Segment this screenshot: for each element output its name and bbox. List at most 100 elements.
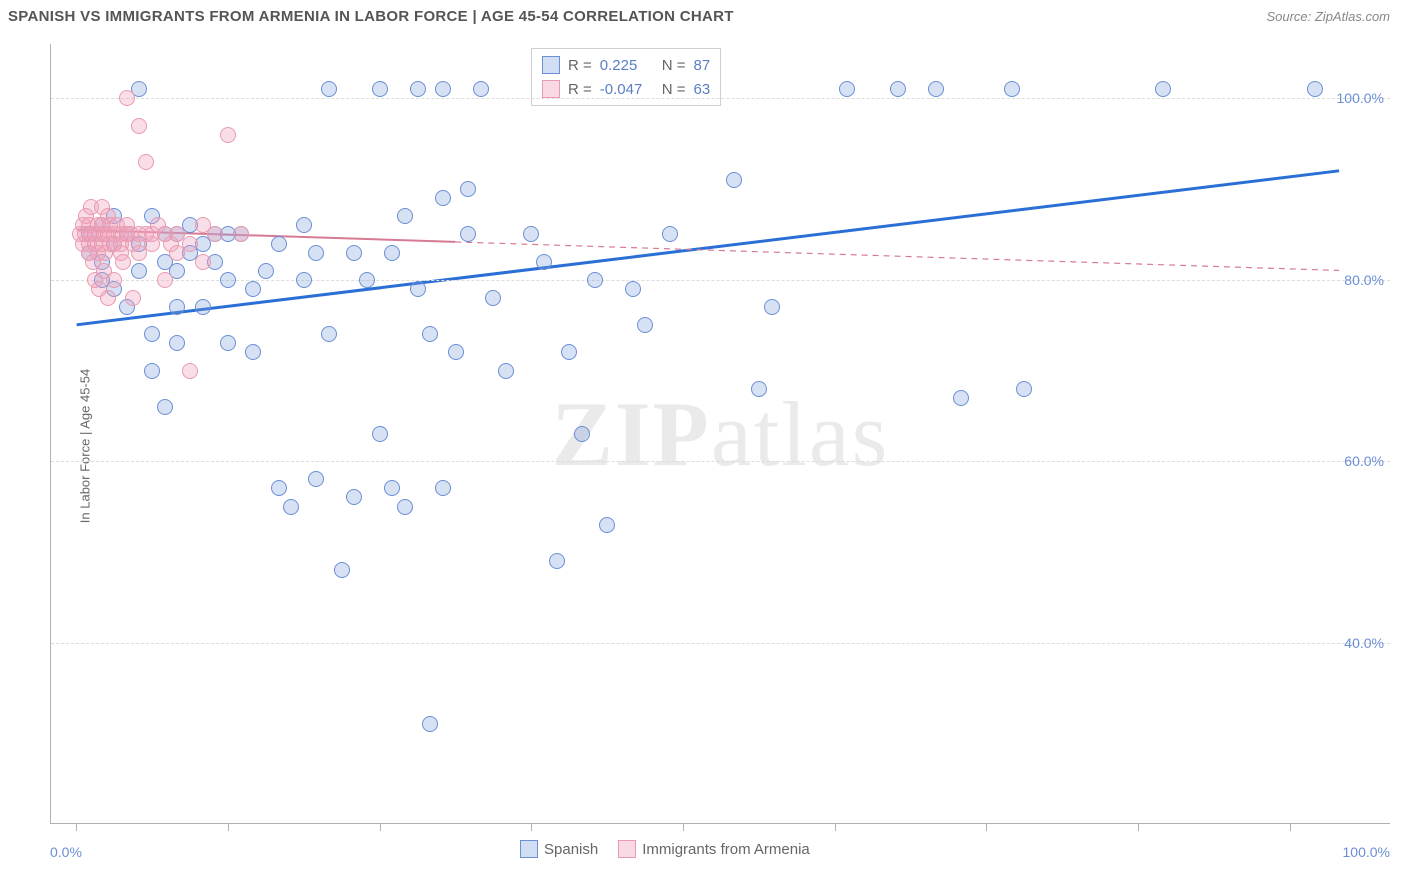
data-point (662, 226, 678, 242)
r-label: R = (568, 57, 592, 74)
data-point (169, 299, 185, 315)
data-point (587, 272, 603, 288)
data-point (119, 90, 135, 106)
x-tick (1290, 823, 1291, 831)
n-value: 87 (694, 57, 711, 74)
data-point (321, 326, 337, 342)
data-point (220, 335, 236, 351)
legend-swatch (520, 840, 538, 858)
data-point (296, 272, 312, 288)
data-point (271, 236, 287, 252)
gridline-h (51, 98, 1390, 99)
data-point (258, 263, 274, 279)
x-tick (683, 823, 684, 831)
data-point (157, 272, 173, 288)
data-point (561, 344, 577, 360)
data-point (1004, 81, 1020, 97)
data-point (182, 236, 198, 252)
chart-title: SPANISH VS IMMIGRANTS FROM ARMENIA IN LA… (8, 8, 734, 25)
data-point (144, 363, 160, 379)
r-value: 0.225 (600, 57, 654, 74)
y-tick-label: 60.0% (1344, 453, 1384, 469)
data-point (169, 335, 185, 351)
x-tick (1138, 823, 1139, 831)
legend-swatch (542, 80, 560, 98)
n-label: N = (662, 81, 686, 98)
correlation-legend: R =0.225N =87R =-0.047N =63 (531, 48, 721, 106)
data-point (182, 363, 198, 379)
data-point (384, 245, 400, 261)
plot-area: ZIPatlas R =0.225N =87R =-0.047N =63 40.… (50, 44, 1390, 824)
data-point (460, 226, 476, 242)
legend-swatch (542, 56, 560, 74)
data-point (764, 299, 780, 315)
data-point (283, 499, 299, 515)
data-point (245, 281, 261, 297)
title-bar: SPANISH VS IMMIGRANTS FROM ARMENIA IN LA… (0, 0, 1406, 33)
data-point (1155, 81, 1171, 97)
x-tick (76, 823, 77, 831)
data-point (410, 281, 426, 297)
data-point (625, 281, 641, 297)
y-tick-label: 100.0% (1337, 90, 1384, 106)
plot-wrap: ZIPatlas R =0.225N =87R =-0.047N =63 40.… (50, 44, 1390, 824)
data-point (473, 81, 489, 97)
x-tick (380, 823, 381, 831)
data-point (574, 426, 590, 442)
data-point (195, 254, 211, 270)
data-point (138, 154, 154, 170)
data-point (751, 381, 767, 397)
data-point (220, 272, 236, 288)
x-tick (228, 823, 229, 831)
data-point (220, 127, 236, 143)
data-point (233, 226, 249, 242)
data-point (498, 363, 514, 379)
data-point (195, 299, 211, 315)
data-point (599, 517, 615, 533)
data-point (839, 81, 855, 97)
data-point (271, 480, 287, 496)
legend-label: Spanish (544, 841, 598, 858)
data-point (334, 562, 350, 578)
data-point (928, 81, 944, 97)
data-point (448, 344, 464, 360)
data-point (106, 272, 122, 288)
legend-stat-row: R =-0.047N =63 (542, 77, 710, 101)
source-attribution: Source: ZipAtlas.com (1266, 9, 1390, 24)
data-point (308, 471, 324, 487)
legend-item: Spanish (520, 840, 598, 858)
n-label: N = (662, 57, 686, 74)
x-tick (835, 823, 836, 831)
legend-item: Immigrants from Armenia (618, 840, 810, 858)
data-point (637, 317, 653, 333)
data-point (435, 190, 451, 206)
legend-label: Immigrants from Armenia (642, 841, 810, 858)
data-point (346, 245, 362, 261)
r-label: R = (568, 81, 592, 98)
data-point (397, 208, 413, 224)
watermark: ZIPatlas (552, 381, 890, 487)
data-point (410, 81, 426, 97)
data-point (125, 290, 141, 306)
r-value: -0.047 (600, 81, 654, 98)
data-point (296, 217, 312, 233)
data-point (207, 226, 223, 242)
data-point (384, 480, 400, 496)
y-tick-label: 40.0% (1344, 635, 1384, 651)
data-point (397, 499, 413, 515)
data-point (131, 263, 147, 279)
data-point (308, 245, 324, 261)
data-point (157, 399, 173, 415)
data-point (435, 81, 451, 97)
data-point (372, 81, 388, 97)
data-point (359, 272, 375, 288)
series-legend: Spanish Immigrants from Armenia (520, 840, 810, 858)
data-point (321, 81, 337, 97)
data-point (726, 172, 742, 188)
data-point (422, 326, 438, 342)
data-point (890, 81, 906, 97)
legend-stat-row: R = 0.225 N = 87 (542, 53, 710, 77)
legend-swatch (618, 840, 636, 858)
data-point (346, 489, 362, 505)
x-tick (986, 823, 987, 831)
